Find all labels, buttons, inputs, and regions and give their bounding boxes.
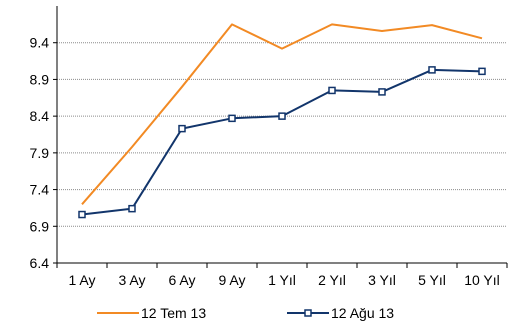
x-tick-label: 3 Yıl <box>368 272 396 288</box>
series-line <box>81 23 483 205</box>
y-tick-label: 8.9 <box>30 71 50 87</box>
legend-label: 12 Ağu 13 <box>331 305 394 321</box>
data-point-marker <box>428 66 436 74</box>
label-layer: 6.4 6.9 7.4 7.9 8.4 8.9 9.4 1 Ay 3 Ay 6 Ay 9 Ay 1 Y… <box>30 35 500 288</box>
data-point-marker <box>328 86 336 95</box>
y-tick-label: 7.9 <box>30 145 50 161</box>
x-tick-label: 10 Yıl <box>464 272 500 288</box>
y-tick-label: 7.4 <box>30 182 50 198</box>
y-tick-label: 6.9 <box>30 218 50 234</box>
grid-layer <box>57 42 507 227</box>
y-tick-label: 9.4 <box>30 35 50 51</box>
x-tick-label: 6 Ay <box>169 272 196 288</box>
data-point-marker <box>228 114 236 123</box>
series-layer <box>78 23 486 219</box>
x-tick-label: 1 Yıl <box>268 272 296 288</box>
x-tick-label: 2 Yıl <box>318 272 346 288</box>
data-point-marker <box>128 204 136 213</box>
y-tick-label: 6.4 <box>30 255 50 271</box>
data-point-marker <box>178 124 186 133</box>
x-tick-label: 3 Ay <box>119 272 146 288</box>
data-point-marker <box>278 112 286 120</box>
y-tick-label: 8.4 <box>30 108 50 124</box>
data-point-marker <box>378 88 386 96</box>
data-point-marker <box>478 67 486 76</box>
x-tick-label: 5 Yıl <box>418 272 446 288</box>
series-line <box>81 68 483 216</box>
legend-marker <box>304 309 312 317</box>
data-point-marker <box>78 210 86 219</box>
x-tick-label: 1 Ay <box>69 272 96 288</box>
axis-layer <box>53 6 508 268</box>
legend-label: 12 Tem 13 <box>141 305 206 321</box>
legend: 12 Tem 13 12 Ağu 13 <box>97 305 394 321</box>
x-tick-label: 9 Ay <box>219 272 246 288</box>
